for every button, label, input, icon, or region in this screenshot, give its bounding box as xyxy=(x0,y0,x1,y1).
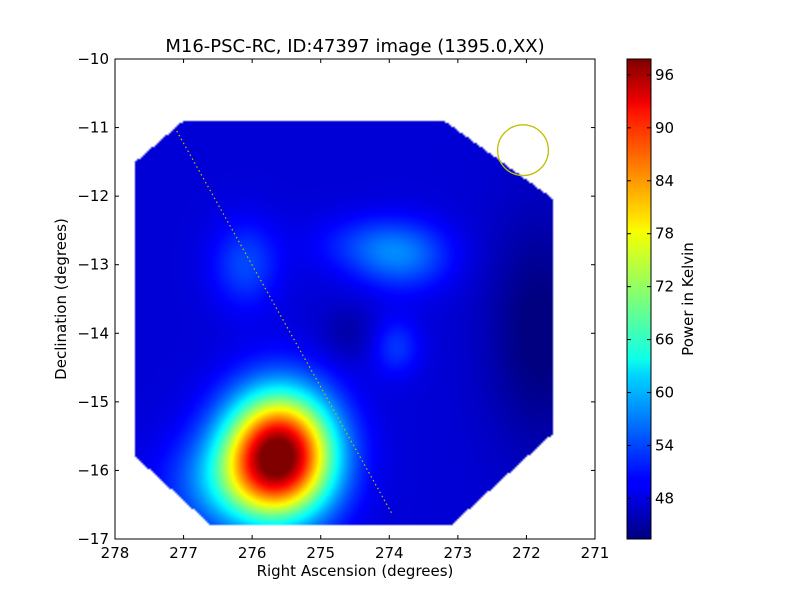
x-axis-label: Right Ascension (degrees) xyxy=(257,562,454,580)
y-tick-label: −12 xyxy=(77,187,109,205)
colorbar-tick-label: 90 xyxy=(655,119,674,137)
colorbar-tick-label: 78 xyxy=(655,225,674,243)
scan-line xyxy=(176,130,394,516)
x-tick-label: 275 xyxy=(306,544,335,562)
colorbar-label: Power in Kelvin xyxy=(679,242,697,356)
beam-circle xyxy=(496,124,550,177)
x-tick-label: 273 xyxy=(444,544,473,562)
colorbar-tick-label: 54 xyxy=(655,436,674,454)
x-tick-label: 272 xyxy=(512,544,541,562)
x-tick-label: 278 xyxy=(101,544,130,562)
y-tick-label: −16 xyxy=(77,461,109,479)
colorbar-tick-label: 72 xyxy=(655,278,674,296)
colorbar-tick-label: 96 xyxy=(655,66,674,84)
y-tick-label: −17 xyxy=(77,530,109,548)
colorbar-frame xyxy=(626,58,652,540)
plot-frame xyxy=(114,58,596,540)
colorbar-tick-label: 66 xyxy=(655,331,674,349)
y-tick-label: −15 xyxy=(77,393,109,411)
colorbar-gradient xyxy=(627,59,651,539)
plot-area xyxy=(115,59,595,539)
colorbar-tick-label: 48 xyxy=(655,489,674,507)
y-axis: −10 −11 −12 −13 −14 −15 −16 −17 xyxy=(77,50,595,548)
heatmap-image xyxy=(115,59,595,539)
y-tick-label: −14 xyxy=(77,324,109,342)
y-axis-label: Declination (degrees) xyxy=(52,218,70,380)
colorbar: 48 54 60 66 72 78 84 90 96 Power in Kelvin xyxy=(626,58,697,540)
y-tick-label: −13 xyxy=(77,256,109,274)
y-tick-label: −11 xyxy=(77,119,109,137)
x-tick-label: 274 xyxy=(375,544,404,562)
chart-title: M16-PSC-RC, ID:47397 image (1395.0,XX) xyxy=(165,36,544,57)
x-tick-label: 277 xyxy=(169,544,198,562)
colorbar-tick-label: 60 xyxy=(655,384,674,402)
x-axis: 278 277 276 275 274 273 272 271 xyxy=(101,59,610,562)
x-tick-label: 276 xyxy=(238,544,267,562)
colorbar-tick-label: 84 xyxy=(655,172,674,190)
colorbar-ticks: 48 54 60 66 72 78 84 90 96 xyxy=(627,66,674,507)
x-tick-label: 271 xyxy=(581,544,610,562)
y-tick-label: −10 xyxy=(77,50,109,68)
